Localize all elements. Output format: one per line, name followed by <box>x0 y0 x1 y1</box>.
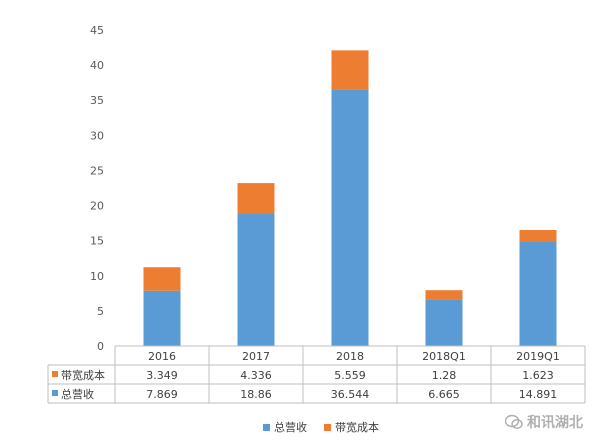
bar-segment <box>519 230 557 242</box>
x-category-label: 2018Q1 <box>422 350 466 363</box>
y-tick-label: 45 <box>90 24 104 37</box>
y-tick-label: 30 <box>90 129 104 142</box>
data-label: 6.665 <box>428 388 460 401</box>
y-tick-label: 10 <box>90 270 104 283</box>
legend-swatch <box>324 424 331 431</box>
data-label: 1.28 <box>432 369 457 382</box>
bar-segment <box>425 290 463 300</box>
legend-swatch <box>263 424 270 431</box>
y-tick-label: 5 <box>97 305 104 318</box>
bar-segment <box>143 267 181 291</box>
bar-segment <box>331 50 369 90</box>
bar-segment <box>331 89 369 346</box>
x-category-label: 2017 <box>242 350 270 363</box>
data-label: 1.623 <box>522 369 554 382</box>
y-tick-label: 35 <box>90 94 104 107</box>
data-label: 36.544 <box>331 388 370 401</box>
bar-segment <box>143 290 181 346</box>
bar-segment <box>425 299 463 346</box>
row-legend-swatch <box>52 371 58 377</box>
x-category-label: 2018 <box>336 350 364 363</box>
row-legend-swatch <box>52 390 58 396</box>
y-tick-label: 15 <box>90 235 104 248</box>
y-tick-label: 20 <box>90 200 104 213</box>
data-label: 4.336 <box>240 369 272 382</box>
row-label: 带宽成本 <box>61 368 105 382</box>
bar-segment <box>519 241 557 346</box>
x-category-label: 2019Q1 <box>516 350 560 363</box>
data-label: 3.349 <box>146 369 178 382</box>
row-label: 总营收 <box>61 387 94 401</box>
data-label: 5.559 <box>334 369 366 382</box>
bar-segment <box>237 213 275 346</box>
bar-segment <box>237 183 275 214</box>
data-label: 7.869 <box>146 388 178 401</box>
legend: 总营收 带宽成本 <box>263 420 379 434</box>
y-tick-label: 0 <box>97 340 104 353</box>
watermark: 和讯湖北 <box>505 412 583 432</box>
legend-label: 带宽成本 <box>335 420 379 434</box>
watermark-text: 和讯湖北 <box>527 415 583 431</box>
bars-layer <box>143 50 557 346</box>
legend-label: 总营收 <box>274 420 307 434</box>
y-tick-label: 25 <box>90 164 104 177</box>
x-category-label: 2016 <box>148 350 176 363</box>
data-label: 18.86 <box>240 388 272 401</box>
data-label: 14.891 <box>519 388 558 401</box>
data-table: 2016 2017 2018 2018Q1 2019Q1 带宽成本 3.349 4.336 5.… <box>47 345 586 404</box>
y-tick-label: 40 <box>90 59 104 72</box>
wechat-icon <box>505 414 523 429</box>
